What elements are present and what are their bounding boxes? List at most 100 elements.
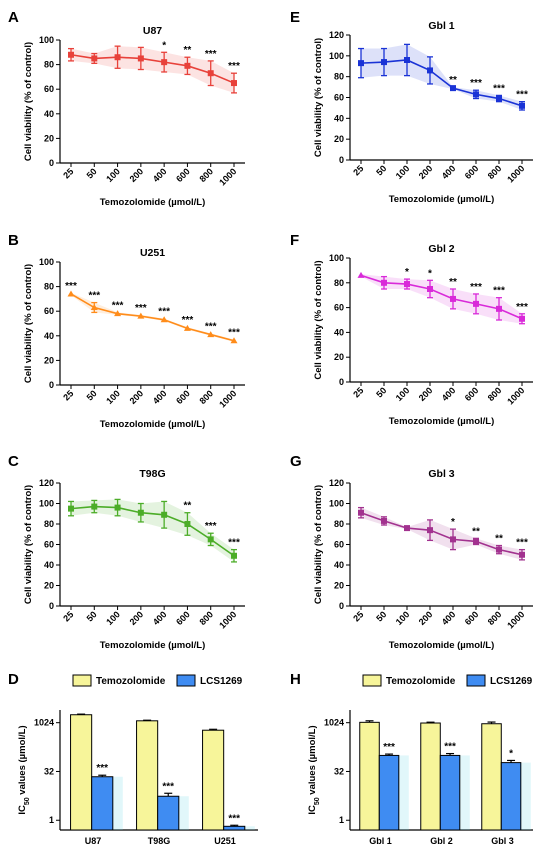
x-tick-label-a: 400 bbox=[151, 166, 169, 184]
x-tick-label-c: 800 bbox=[197, 609, 215, 627]
bar-h bbox=[481, 723, 502, 831]
y-tick-label-h: 1 bbox=[339, 815, 344, 825]
x-tick-label-f: 1000 bbox=[505, 385, 526, 406]
significance-label-b: *** bbox=[65, 281, 77, 292]
y-axis-label-h: IC50 values (µmol/L) bbox=[307, 725, 321, 814]
data-point-g bbox=[381, 517, 387, 524]
x-tick-label-a: 100 bbox=[104, 166, 122, 184]
y-axis-label-sub-d: 50 bbox=[24, 797, 31, 805]
x-tick-label-d: T98G bbox=[148, 836, 171, 846]
data-point-e bbox=[404, 57, 410, 63]
y-tick-label-b: 100 bbox=[39, 257, 54, 267]
y-tick-label-b: 20 bbox=[44, 355, 54, 365]
series-line-c bbox=[70, 505, 235, 557]
x-tick-label-h: Gbl 1 bbox=[369, 836, 392, 846]
series-line-a bbox=[70, 53, 235, 84]
x-tick-label-e: 1000 bbox=[505, 163, 526, 184]
x-axis-label-c: Temozolomide (µmol/L) bbox=[100, 640, 206, 651]
panel-f: F Gbl 2 0 20 40 60 80 100 25 50 100 200 400 600 800 100… bbox=[290, 232, 533, 427]
y-tick-label-c: 80 bbox=[44, 519, 54, 529]
data-point-b bbox=[114, 310, 122, 317]
data-point-c bbox=[231, 552, 237, 559]
x-tick-label-f: 400 bbox=[440, 385, 458, 403]
y-axis-label-main-h: IC bbox=[307, 805, 318, 815]
significance-label-a: *** bbox=[205, 49, 217, 60]
significance-label-d: *** bbox=[162, 781, 174, 792]
significance-label-f: *** bbox=[493, 286, 505, 297]
series-line-e bbox=[360, 59, 523, 107]
x-tick-label-e: 800 bbox=[486, 163, 504, 181]
x-tick-label-e: 200 bbox=[417, 163, 435, 181]
panel-label-f: F bbox=[290, 232, 299, 249]
x-tick-label-c: 600 bbox=[174, 609, 192, 627]
y-tick-label-c: 40 bbox=[44, 560, 54, 570]
data-point-f bbox=[357, 271, 365, 278]
data-point-a bbox=[231, 80, 237, 87]
chart-title-b: U251 bbox=[140, 247, 165, 259]
significance-label-g: *** bbox=[516, 538, 528, 549]
error-band-c bbox=[71, 499, 234, 562]
x-tick-label-c: 1000 bbox=[217, 609, 238, 630]
y-tick-label-e: 80 bbox=[334, 72, 344, 82]
panel-a: A U87 0 20 40 60 80 100 25 50 100 200 400 600 800 1000 T… bbox=[8, 9, 245, 208]
data-point-f bbox=[496, 305, 502, 312]
x-tick-label-d: U87 bbox=[85, 836, 102, 846]
x-tick-label-f: 100 bbox=[394, 385, 412, 403]
significance-label-f: * bbox=[405, 267, 409, 278]
y-tick-label-f: 20 bbox=[334, 352, 344, 362]
x-tick-label-c: 400 bbox=[151, 609, 169, 627]
data-point-b bbox=[230, 337, 238, 344]
significance-label-a: * bbox=[162, 40, 166, 51]
y-axis-label-sub-h: 50 bbox=[314, 797, 321, 805]
x-axis-label-a: Temozolomide (µmol/L) bbox=[100, 197, 206, 208]
y-tick-label-e: 40 bbox=[334, 113, 344, 123]
significance-label-c: *** bbox=[228, 538, 240, 549]
x-tick-label-b: 800 bbox=[197, 388, 215, 406]
y-tick-label-h: 1024 bbox=[324, 718, 344, 728]
x-tick-label-a: 50 bbox=[85, 166, 99, 180]
bar-d bbox=[136, 720, 159, 831]
panel-label-d: D bbox=[8, 671, 19, 688]
x-tick-label-g: 800 bbox=[486, 609, 504, 627]
panel-label-c: C bbox=[8, 453, 19, 470]
significance-label-a: ** bbox=[184, 45, 192, 56]
data-point-f bbox=[427, 286, 433, 292]
significance-label-d: *** bbox=[228, 813, 240, 824]
x-tick-label-g: 1000 bbox=[505, 609, 526, 630]
bar-h bbox=[359, 721, 380, 831]
y-axis-label-g: Cell viability (% of control) bbox=[313, 485, 324, 604]
significance-label-c: *** bbox=[205, 521, 217, 532]
panel-label-a: A bbox=[8, 9, 19, 26]
y-tick-label-c: 0 bbox=[49, 601, 54, 611]
x-tick-label-g: 200 bbox=[417, 609, 435, 627]
significance-label-h: *** bbox=[444, 742, 456, 753]
legend-label-d: Temozolomide bbox=[96, 676, 166, 687]
significance-label-b: *** bbox=[228, 327, 240, 338]
data-point-g bbox=[450, 536, 456, 543]
panel-b: B U251 0 20 40 60 80 100 25 50 100 200 400 600 800 1000… bbox=[8, 232, 245, 430]
panel-label-b: B bbox=[8, 232, 19, 249]
data-point-c bbox=[68, 505, 74, 512]
y-tick-label-f: 60 bbox=[334, 303, 344, 313]
data-point-g bbox=[404, 525, 410, 532]
significance-label-e: *** bbox=[470, 78, 482, 89]
x-tick-label-b: 1000 bbox=[217, 388, 238, 409]
significance-label-h: *** bbox=[383, 742, 395, 753]
x-tick-label-b: 25 bbox=[61, 388, 75, 402]
significance-label-b: *** bbox=[135, 303, 147, 314]
y-tick-label-f: 40 bbox=[334, 327, 344, 337]
significance-label-g: ** bbox=[495, 534, 503, 545]
x-tick-label-g: 600 bbox=[463, 609, 481, 627]
y-tick-label-d: 1 bbox=[49, 815, 54, 825]
bar-h bbox=[500, 762, 522, 831]
x-axis-label-f: Temozolomide (µmol/L) bbox=[389, 416, 495, 427]
y-tick-label-b: 80 bbox=[44, 282, 54, 292]
data-point-a bbox=[68, 51, 74, 58]
x-tick-label-e: 600 bbox=[463, 163, 481, 181]
legend-swatch-d bbox=[176, 674, 196, 687]
x-tick-label-g: 50 bbox=[374, 609, 388, 623]
data-point-c bbox=[91, 503, 98, 510]
data-point-c bbox=[207, 536, 214, 543]
error-band-g bbox=[361, 507, 522, 560]
